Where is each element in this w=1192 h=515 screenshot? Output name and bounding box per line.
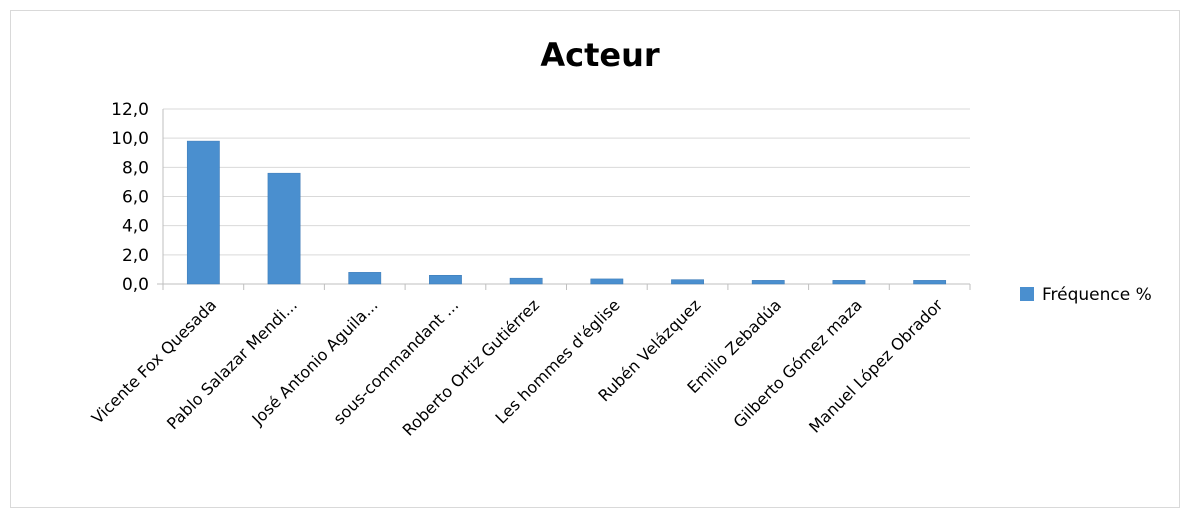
bars (186, 140, 947, 285)
y-tick-label: 6,0 (122, 188, 149, 208)
x-tick-label: Pablo Salazar Mendi... (163, 295, 301, 433)
y-tick-label: 12,0 (111, 100, 149, 120)
bar (832, 280, 866, 285)
legend-swatch (1020, 287, 1034, 301)
y-tick-labels: 0,0 2,0 4,0 6,0 8,0 10,0 12,0 (111, 100, 149, 295)
bar (590, 278, 624, 285)
bar (751, 280, 785, 285)
bar (429, 275, 462, 285)
chart-title: Acteur (540, 36, 660, 74)
y-tick-label: 2,0 (122, 246, 149, 266)
legend: Fréquence % (1020, 285, 1152, 305)
y-tick-label: 4,0 (122, 217, 149, 237)
y-tick-label: 8,0 (122, 158, 149, 178)
legend-label: Fréquence % (1042, 285, 1152, 305)
bar (671, 279, 704, 285)
y-tick-label: 0,0 (122, 275, 149, 295)
bar (509, 277, 543, 285)
x-tick-label: Manuel López Obrador (805, 295, 947, 437)
bar (267, 172, 301, 285)
bar (348, 272, 382, 285)
bar (186, 140, 220, 285)
bar (913, 280, 947, 285)
x-tick-label: Roberto Ortiz Gutiérrez (399, 295, 543, 439)
y-tick-label: 10,0 (111, 129, 149, 149)
